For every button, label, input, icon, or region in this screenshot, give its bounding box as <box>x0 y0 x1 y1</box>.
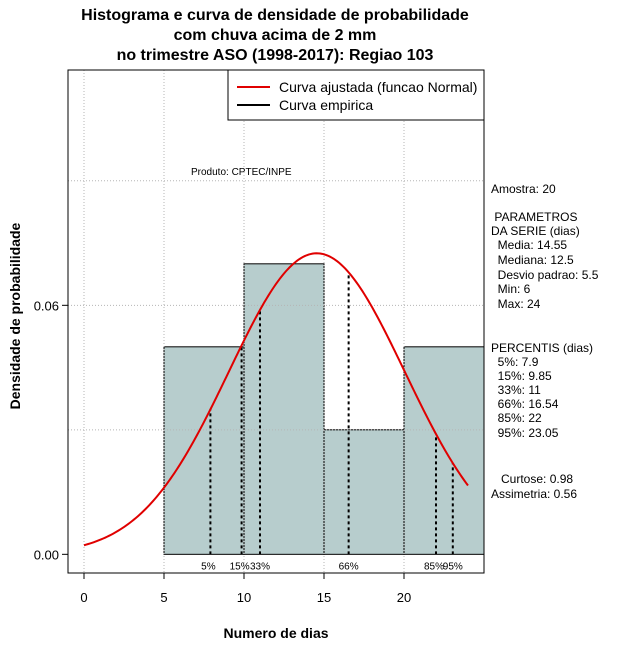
stat-p33: 33%: 11 <box>491 383 541 397</box>
percentile-label-3: 66% <box>339 561 359 572</box>
stat-max: Max: 24 <box>491 297 541 311</box>
histogram-bar-2 <box>323 429 405 555</box>
chart-title-line-3: no trimestre ASO (1998-2017): Regiao 103 <box>116 47 434 64</box>
y-tick-label-0: 0.00 <box>34 547 59 562</box>
x-tick-label-1: 5 <box>160 590 167 605</box>
y-axis-label: Densidade de probabilidade <box>7 222 23 410</box>
stat-min: Min: 6 <box>491 282 531 296</box>
stat-p85: 85%: 22 <box>491 411 542 425</box>
chart-title-line-2: com chuva acima de 2 mm <box>173 27 377 44</box>
x-tick-label-3: 15 <box>317 590 331 605</box>
histogram-bar-1 <box>243 263 325 555</box>
legend-label-empirical: Curva empirica <box>279 97 373 113</box>
y-tick-label-1: 0.06 <box>34 298 59 313</box>
fitted-normal-curve <box>83 252 469 547</box>
percentile-label-5: 95% <box>443 561 463 572</box>
percentile-label-0: 5% <box>201 561 216 572</box>
stat-curtose: Curtose: 0.98 <box>491 472 574 486</box>
x-tick-label-0: 0 <box>80 590 87 605</box>
legend-box <box>227 69 485 121</box>
stat-p66: 66%: 16.54 <box>491 397 559 411</box>
x-tick-label-4: 20 <box>397 590 411 605</box>
x-axis-label: Numero de dias <box>223 625 329 641</box>
stat-amostra: Amostra: 20 <box>491 182 556 196</box>
stat-p95: 95%: 23.05 <box>491 426 559 440</box>
x-tick-label-2: 10 <box>237 590 251 605</box>
histogram-bar-3 <box>403 346 485 555</box>
chart-title-line-1: Histograma e curva de densidade de proba… <box>81 7 469 24</box>
product-label: Produto: CPTEC/INPE <box>191 167 292 178</box>
stat-desvio: Desvio padrao: 5.5 <box>491 268 599 282</box>
histogram-bar-0 <box>163 346 245 555</box>
stat-p5: 5%: 7.9 <box>491 355 539 369</box>
percentile-label-4: 85% <box>424 561 444 572</box>
percentile-label-1: 15% <box>230 561 250 572</box>
legend-label-fitted: Curva ajustada (funcao Normal) <box>279 79 477 95</box>
stat-media: Media: 14.55 <box>491 238 568 252</box>
stat-param-title: PARAMETROS <box>491 210 578 224</box>
percentile-label-2: 33% <box>250 561 270 572</box>
stat-assimetria: Assimetria: 0.56 <box>491 487 578 501</box>
stat-mediana: Mediana: 12.5 <box>491 253 574 267</box>
stat-perc-title: PERCENTIS (dias) <box>491 341 594 355</box>
stat-param-subtitle: DA SERIE (dias) <box>491 224 580 238</box>
stat-p15: 15%: 9.85 <box>491 369 552 383</box>
